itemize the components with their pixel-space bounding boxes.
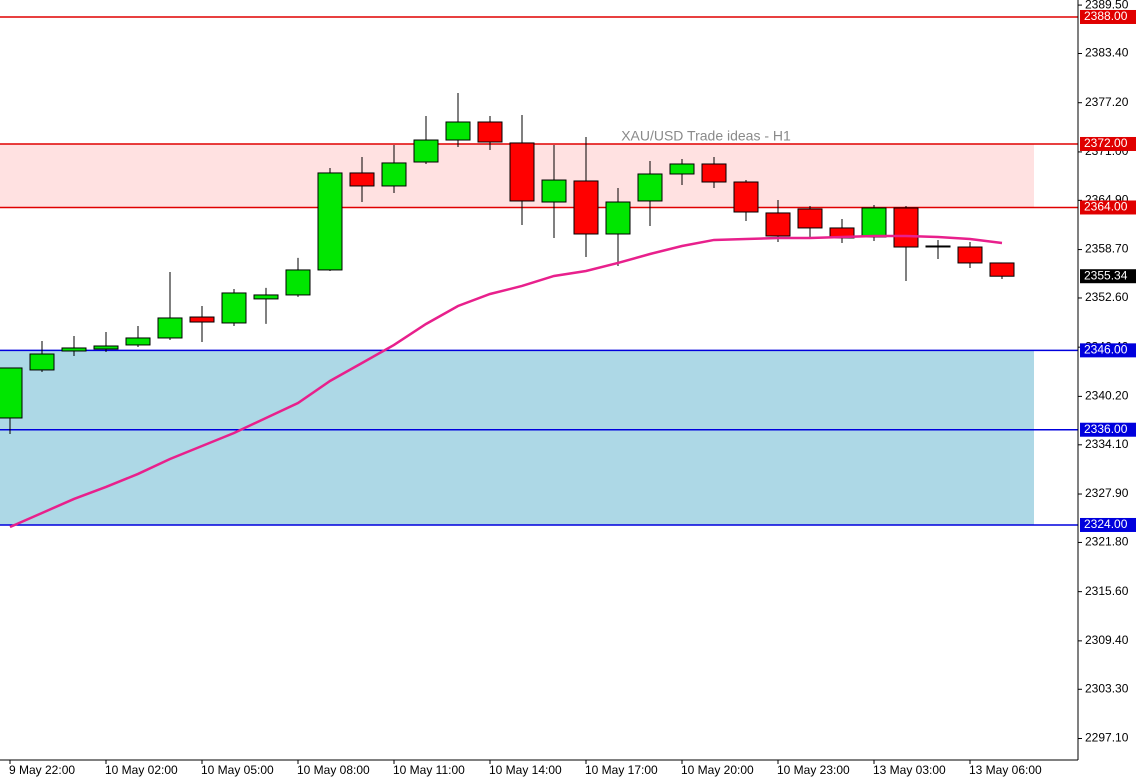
axis: 2389.502383.402377.202371.002364.902358.…: [9, 0, 1129, 777]
candle-body: [893, 207, 919, 248]
x-tick-label: 13 May 06:00: [969, 763, 1042, 777]
x-tick-label: 10 May 05:00: [201, 763, 274, 777]
price-tag-label: 2336.00: [1084, 422, 1128, 436]
y-tick-label: 2321.80: [1085, 535, 1129, 549]
candle-body: [765, 212, 791, 237]
x-tick-label: 10 May 23:00: [777, 763, 850, 777]
y-tick-label: 2309.40: [1085, 633, 1129, 647]
y-tick-label: 2303.30: [1085, 681, 1129, 695]
x-tick-label: 10 May 17:00: [585, 763, 658, 777]
candle-body: [125, 337, 151, 346]
candle-body: [637, 173, 663, 202]
candle-body: [93, 345, 119, 350]
x-tick-label: 10 May 08:00: [297, 763, 370, 777]
y-tick-label: 2334.10: [1085, 437, 1129, 451]
price-tag-label: 2324.00: [1084, 517, 1128, 531]
candle-body: [285, 269, 311, 296]
candle-body: [413, 139, 439, 163]
plot: [0, 93, 1015, 529]
price-tags: 2388.00 2372.00 2364.00 2346.00 2336.00 2324.…: [1080, 9, 1136, 532]
chart-title: XAU/USD Trade ideas - H1: [621, 128, 791, 144]
price-tag-box: [1080, 9, 1136, 24]
candle-body: [573, 180, 599, 235]
price-tag-label: 2372.00: [1084, 136, 1128, 150]
price-tag-box: [1080, 200, 1136, 215]
x-tick-label: 13 May 03:00: [873, 763, 946, 777]
candle-body: [253, 294, 279, 300]
price-tag-label: 2388.00: [1084, 9, 1128, 23]
price-tag-box: [1080, 269, 1136, 284]
candle-body: [0, 367, 23, 419]
candle-body: [861, 207, 887, 238]
candle-body: [61, 347, 87, 352]
x-tick-label: 10 May 20:00: [681, 763, 754, 777]
candle-body: [317, 172, 343, 271]
x-tick-label: 10 May 02:00: [105, 763, 178, 777]
y-tick-label: 2377.20: [1085, 95, 1129, 109]
candle-body: [989, 262, 1015, 277]
levels: [0, 16, 1078, 526]
candle-body: [669, 163, 695, 175]
candle-body: [509, 142, 535, 202]
x-tick-label: 9 May 22:00: [9, 763, 75, 777]
candle-body: [701, 163, 727, 183]
candle-body: [957, 246, 983, 264]
candle-body: [925, 245, 951, 248]
candle-body: [381, 162, 407, 187]
price-tag-box: [1080, 422, 1136, 437]
candle-body: [797, 208, 823, 229]
y-tick-label: 2389.50: [1085, 0, 1129, 11]
y-tick-label: 2352.60: [1085, 290, 1129, 304]
candle-body: [221, 292, 247, 324]
price-tag-label: 2364.00: [1084, 200, 1128, 214]
y-tick-label: 2327.90: [1085, 486, 1129, 500]
x-tick-label: 10 May 11:00: [393, 763, 465, 777]
zone: [0, 350, 1034, 525]
price-tag-label: 2346.00: [1084, 343, 1128, 357]
candle-body: [349, 172, 375, 187]
candle-body: [445, 121, 471, 141]
candle-body: [733, 181, 759, 213]
y-tick-label: 2358.70: [1085, 242, 1129, 256]
candle-body: [541, 179, 567, 203]
candle-body: [477, 121, 503, 143]
y-tick-label: 2315.60: [1085, 584, 1129, 598]
price-tag-box: [1080, 136, 1136, 151]
price-tag-box: [1080, 343, 1136, 358]
candle-body: [189, 316, 215, 323]
x-tick-label: 10 May 14:00: [489, 763, 562, 777]
y-tick-label: 2340.20: [1085, 389, 1129, 403]
price-tag-box: [1080, 517, 1136, 532]
moving-average: [9, 234, 1003, 529]
y-tick-label: 2297.10: [1085, 731, 1129, 745]
price-tag-label: 2355.34: [1084, 268, 1128, 282]
candle-body: [605, 201, 631, 235]
candle-body: [29, 353, 55, 371]
candle-body: [157, 317, 183, 339]
y-tick-label: 2383.40: [1085, 46, 1129, 60]
